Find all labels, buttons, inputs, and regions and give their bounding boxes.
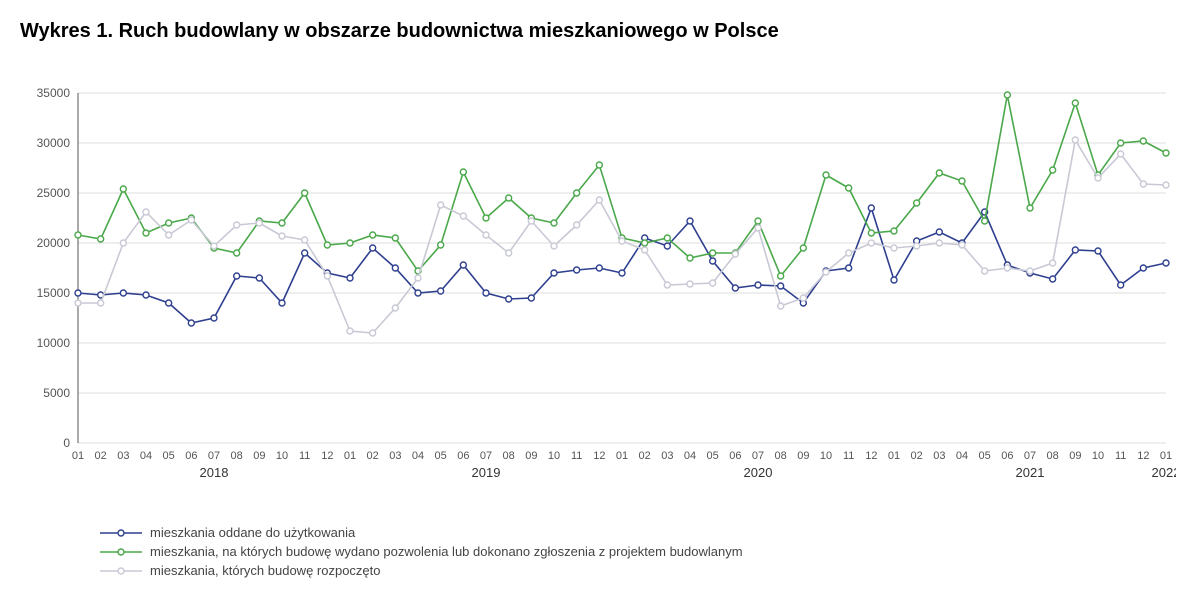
- svg-text:01: 01: [344, 450, 356, 462]
- svg-text:2021: 2021: [1016, 465, 1045, 480]
- svg-text:5000: 5000: [43, 386, 70, 400]
- svg-text:03: 03: [389, 450, 401, 462]
- svg-text:12: 12: [1137, 450, 1149, 462]
- svg-text:06: 06: [1001, 450, 1013, 462]
- legend-label-s2: mieszkania, na których budowę wydano poz…: [150, 544, 743, 559]
- svg-text:12: 12: [865, 450, 877, 462]
- svg-text:04: 04: [412, 450, 424, 462]
- svg-text:09: 09: [797, 450, 809, 462]
- svg-text:2022: 2022: [1152, 465, 1176, 480]
- svg-text:30000: 30000: [37, 136, 71, 150]
- legend-swatch-s2: [100, 545, 142, 559]
- legend-item-s2: mieszkania, na których budowę wydano poz…: [100, 544, 1176, 559]
- legend-swatch-s1: [100, 526, 142, 540]
- legend-label-s3: mieszkania, których budowę rozpoczęto: [150, 563, 381, 578]
- svg-text:07: 07: [752, 450, 764, 462]
- svg-text:03: 03: [933, 450, 945, 462]
- legend-item-s1: mieszkania oddane do użytkowania: [100, 525, 1176, 540]
- legend-label-s1: mieszkania oddane do użytkowania: [150, 525, 355, 540]
- svg-text:02: 02: [639, 450, 651, 462]
- svg-text:11: 11: [299, 450, 310, 462]
- svg-text:09: 09: [253, 450, 265, 462]
- svg-text:10: 10: [276, 450, 288, 462]
- svg-text:07: 07: [208, 450, 220, 462]
- svg-text:10000: 10000: [37, 336, 71, 350]
- svg-text:07: 07: [1024, 450, 1036, 462]
- svg-text:02: 02: [367, 450, 379, 462]
- svg-text:08: 08: [775, 450, 787, 462]
- svg-text:06: 06: [457, 450, 469, 462]
- svg-text:06: 06: [729, 450, 741, 462]
- svg-text:10: 10: [1092, 450, 1104, 462]
- svg-text:20000: 20000: [37, 236, 71, 250]
- svg-text:12: 12: [593, 450, 605, 462]
- svg-text:0: 0: [63, 436, 70, 450]
- svg-text:35000: 35000: [37, 86, 71, 100]
- svg-text:05: 05: [707, 450, 719, 462]
- svg-text:01: 01: [72, 450, 84, 462]
- svg-text:11: 11: [843, 450, 854, 462]
- svg-text:08: 08: [1047, 450, 1059, 462]
- svg-text:25000: 25000: [37, 186, 71, 200]
- svg-text:02: 02: [95, 450, 107, 462]
- svg-text:11: 11: [1115, 450, 1126, 462]
- svg-text:08: 08: [231, 450, 243, 462]
- svg-text:11: 11: [571, 450, 582, 462]
- svg-text:09: 09: [525, 450, 537, 462]
- svg-text:04: 04: [140, 450, 152, 462]
- svg-text:01: 01: [1160, 450, 1172, 462]
- legend-swatch-s3: [100, 564, 142, 578]
- svg-text:04: 04: [956, 450, 968, 462]
- svg-text:02: 02: [911, 450, 923, 462]
- legend: mieszkania oddane do użytkowania mieszka…: [100, 525, 1176, 578]
- svg-text:01: 01: [888, 450, 900, 462]
- chart-title: Wykres 1. Ruch budowlany w obszarze budo…: [20, 20, 1176, 43]
- svg-text:03: 03: [661, 450, 673, 462]
- svg-text:03: 03: [117, 450, 129, 462]
- line-chart: 0 5000 10000 15000 20000 25000 30000 35000 01 02 0…: [20, 83, 1176, 513]
- svg-text:2019: 2019: [472, 465, 501, 480]
- svg-text:07: 07: [480, 450, 492, 462]
- svg-text:01: 01: [616, 450, 628, 462]
- chart-svg: 0 5000 10000 15000 20000 25000 30000 35000 01 02 0…: [20, 83, 1176, 513]
- svg-text:2018: 2018: [200, 465, 229, 480]
- svg-text:12: 12: [321, 450, 333, 462]
- svg-text:10: 10: [820, 450, 832, 462]
- svg-text:10: 10: [548, 450, 560, 462]
- legend-item-s3: mieszkania, których budowę rozpoczęto: [100, 563, 1176, 578]
- svg-text:05: 05: [435, 450, 447, 462]
- svg-text:2020: 2020: [744, 465, 773, 480]
- svg-text:04: 04: [684, 450, 696, 462]
- svg-text:08: 08: [503, 450, 515, 462]
- svg-text:15000: 15000: [37, 286, 71, 300]
- svg-text:09: 09: [1069, 450, 1081, 462]
- svg-text:06: 06: [185, 450, 197, 462]
- svg-text:05: 05: [163, 450, 175, 462]
- svg-text:05: 05: [979, 450, 991, 462]
